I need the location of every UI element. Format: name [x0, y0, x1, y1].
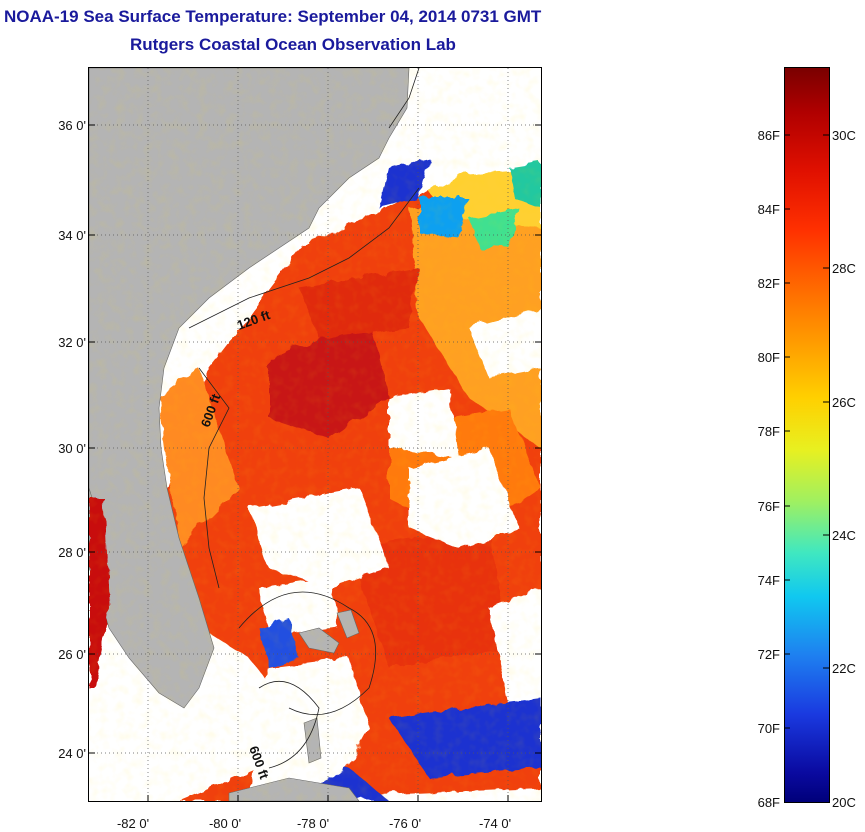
- colorbar-f-86: 86F: [757, 128, 780, 143]
- sst-texture: [89, 68, 541, 801]
- colorbar-c-20: 20C: [832, 795, 856, 810]
- colorbar-c-28: 28C: [832, 261, 856, 276]
- graticule: [89, 68, 541, 801]
- colorbar-c-30: 30C: [832, 128, 856, 143]
- lon-label-78: -78 0': [296, 816, 330, 831]
- colorbar-f-74: 74F: [757, 573, 780, 588]
- colorbar-f-70: 70F: [757, 721, 780, 736]
- lat-label-26: 26 0': [58, 647, 86, 662]
- lat-label-36: 36 0': [58, 118, 86, 133]
- colorbar-f-82: 82F: [757, 276, 780, 291]
- colorbar-f-76: 76F: [757, 499, 780, 514]
- frame-ticks: [89, 124, 541, 801]
- colorbar-c-24: 24C: [832, 528, 856, 543]
- colorbar-c-22: 22C: [832, 661, 856, 676]
- lat-label-24: 24 0': [58, 746, 86, 761]
- bathymetry-contours: [188, 68, 420, 769]
- lon-label-80: -80 0': [208, 816, 242, 831]
- map-title: NOAA-19 Sea Surface Temperature: Septemb…: [4, 7, 542, 26]
- colorbar-f-68: 68F: [757, 795, 780, 810]
- temperature-colorbar: [784, 67, 830, 803]
- colorbar-f-78: 78F: [757, 424, 780, 439]
- lat-label-30: 30 0': [58, 441, 86, 456]
- colorbar-f-84: 84F: [757, 202, 780, 217]
- colorbar-c-26: 26C: [832, 395, 856, 410]
- map-subtitle: Rutgers Coastal Ocean Observation Lab: [130, 35, 456, 54]
- lat-label-34: 34 0': [58, 228, 86, 243]
- lat-label-32: 32 0': [58, 335, 86, 350]
- lon-label-76: -76 0': [388, 816, 422, 831]
- sst-map: 120 ft 600 ft 600 ft: [88, 67, 542, 802]
- lat-label-28: 28 0': [58, 545, 86, 560]
- colorbar-f-80: 80F: [757, 350, 780, 365]
- colorbar-f-72: 72F: [757, 647, 780, 662]
- lon-label-82: -82 0': [116, 816, 150, 831]
- sst-map-canvas: 120 ft 600 ft 600 ft: [89, 68, 541, 801]
- lon-label-74: -74 0': [478, 816, 512, 831]
